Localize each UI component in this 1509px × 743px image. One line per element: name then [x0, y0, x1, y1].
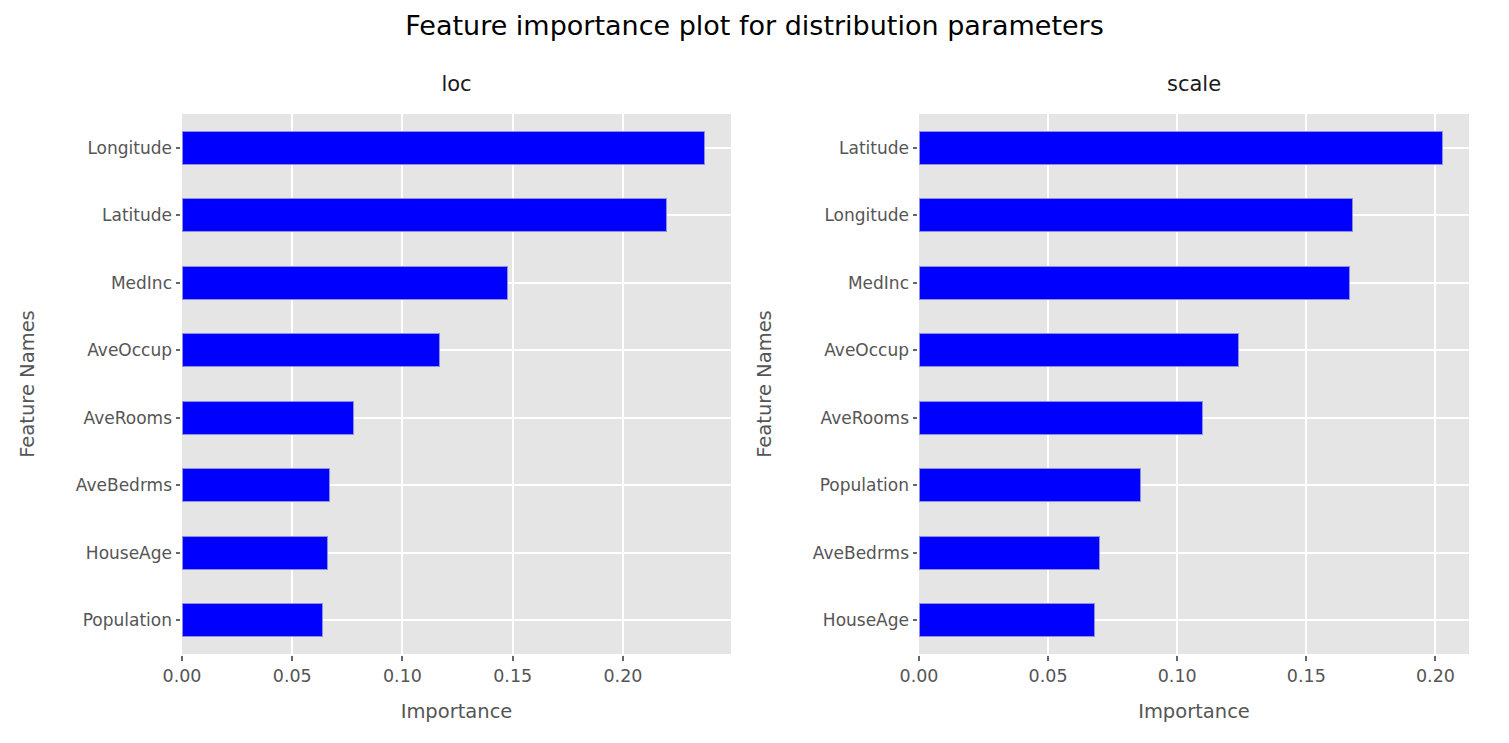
bar-latitude — [182, 198, 667, 232]
bar-aveoccup — [182, 333, 440, 367]
x-tick-label: 0.10 — [383, 666, 422, 686]
gridline-vertical — [401, 114, 403, 654]
plot-area-loc — [182, 114, 731, 654]
y-tick-mark — [913, 147, 917, 149]
y-tick-label: MedInc — [0, 273, 172, 293]
bar-aveoccup — [919, 333, 1239, 367]
y-axis-label-loc: Feature Names — [16, 310, 39, 458]
x-tick-label: 0.05 — [273, 666, 312, 686]
x-tick-mark — [401, 656, 403, 661]
bar-houseage — [919, 603, 1095, 637]
y-tick-label: AveOccup — [709, 340, 909, 360]
gridline-vertical — [1434, 114, 1436, 654]
bar-houseage — [182, 536, 328, 570]
gridline-vertical — [1176, 114, 1178, 654]
y-tick-label: AveBedrms — [0, 475, 172, 495]
plot-area-scale — [919, 114, 1469, 654]
figure: Feature importance plot for distribution… — [0, 0, 1509, 743]
x-tick-label: 0.00 — [163, 666, 202, 686]
x-tick-label: 0.00 — [900, 666, 939, 686]
bar-avebedrms — [182, 468, 330, 502]
x-tick-label: 0.05 — [1029, 666, 1068, 686]
y-tick-mark — [913, 349, 917, 351]
y-tick-mark — [176, 147, 180, 149]
y-tick-mark — [913, 282, 917, 284]
x-tick-mark — [918, 656, 920, 661]
x-tick-mark — [1047, 656, 1049, 661]
y-tick-label: AveBedrms — [709, 543, 909, 563]
x-tick-label: 0.20 — [1416, 666, 1455, 686]
gridline-vertical — [512, 114, 514, 654]
y-tick-mark — [176, 349, 180, 351]
bar-longitude — [919, 198, 1353, 232]
x-tick-mark — [181, 656, 183, 661]
x-tick-mark — [1176, 656, 1178, 661]
x-tick-label: 0.15 — [493, 666, 532, 686]
gridline-vertical — [1047, 114, 1049, 654]
y-tick-mark — [913, 214, 917, 216]
y-tick-label: MedInc — [709, 273, 909, 293]
y-tick-mark — [913, 417, 917, 419]
y-tick-label: HouseAge — [0, 543, 172, 563]
y-tick-label: Latitude — [0, 205, 172, 225]
y-tick-mark — [176, 214, 180, 216]
x-tick-mark — [622, 656, 624, 661]
x-tick-mark — [1305, 656, 1307, 661]
y-tick-mark — [176, 417, 180, 419]
bar-averooms — [919, 401, 1203, 435]
subplot-title-scale: scale — [919, 72, 1469, 96]
x-axis-label-scale: Importance — [1138, 700, 1250, 723]
bar-averooms — [182, 401, 354, 435]
x-tick-mark — [512, 656, 514, 661]
y-tick-label: Latitude — [709, 138, 909, 158]
subplot-title-loc: loc — [182, 72, 731, 96]
bar-population — [182, 603, 323, 637]
y-axis-label-scale: Feature Names — [753, 310, 776, 458]
y-tick-label: Population — [0, 610, 172, 630]
x-tick-label: 0.20 — [603, 666, 642, 686]
y-tick-label: AveRooms — [0, 408, 172, 428]
y-tick-mark — [913, 552, 917, 554]
y-tick-label: Population — [709, 475, 909, 495]
y-tick-label: Longitude — [0, 138, 172, 158]
y-tick-mark — [176, 619, 180, 621]
y-tick-label: Longitude — [709, 205, 909, 225]
y-tick-label: HouseAge — [709, 610, 909, 630]
bar-medinc — [919, 266, 1350, 300]
bar-population — [919, 468, 1141, 502]
bar-longitude — [182, 131, 705, 165]
x-tick-label: 0.15 — [1287, 666, 1326, 686]
bar-medinc — [182, 266, 508, 300]
bar-avebedrms — [919, 536, 1100, 570]
x-axis-label-loc: Importance — [401, 700, 513, 723]
y-tick-mark — [913, 484, 917, 486]
gridline-vertical — [1305, 114, 1307, 654]
y-tick-label: AveOccup — [0, 340, 172, 360]
y-tick-mark — [176, 484, 180, 486]
bar-latitude — [919, 131, 1443, 165]
figure-title: Feature importance plot for distribution… — [0, 10, 1509, 41]
x-tick-label: 0.10 — [1158, 666, 1197, 686]
x-tick-mark — [291, 656, 293, 661]
y-tick-mark — [176, 552, 180, 554]
y-tick-label: AveRooms — [709, 408, 909, 428]
gridline-vertical — [291, 114, 293, 654]
y-tick-mark — [913, 619, 917, 621]
x-tick-mark — [1434, 656, 1436, 661]
gridline-vertical — [622, 114, 624, 654]
y-tick-mark — [176, 282, 180, 284]
